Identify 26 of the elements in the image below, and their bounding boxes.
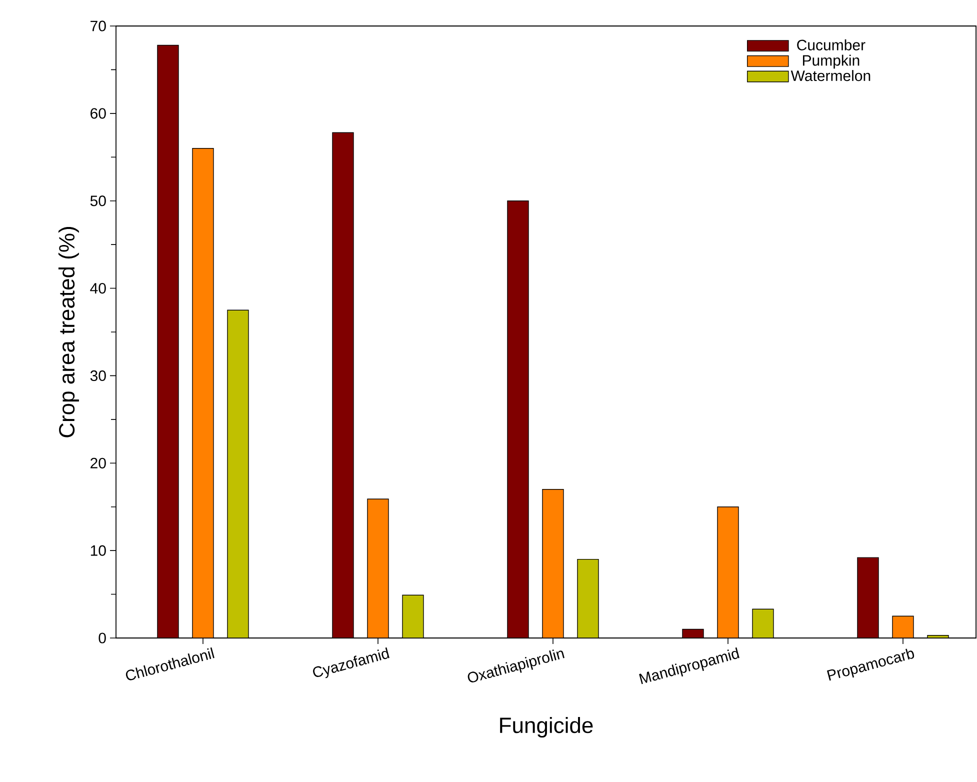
bar — [717, 506, 739, 638]
x-axis-title: Fungicide — [500, 716, 593, 738]
y-axis-title: Crop area treated (%) — [58, 227, 79, 438]
bar — [857, 557, 879, 638]
bar — [227, 310, 249, 638]
y-tick-label: 70 — [90, 20, 106, 32]
bar — [752, 608, 774, 638]
bar — [192, 148, 214, 638]
bar — [542, 489, 564, 638]
y-tick-label: 40 — [90, 282, 106, 294]
bar — [367, 498, 389, 638]
bar — [332, 132, 354, 638]
bar — [402, 594, 424, 638]
y-tick-label: 50 — [90, 196, 106, 206]
y-tick-label: 30 — [90, 370, 106, 382]
bar — [507, 200, 529, 638]
legend-label: Pumpkin — [802, 54, 860, 69]
bar — [157, 44, 179, 638]
legend-label: Watermelon — [790, 70, 870, 82]
y-tick-label: 10 — [90, 545, 106, 556]
y-tick-label: 0 — [98, 632, 106, 644]
bar — [577, 558, 599, 638]
legend-label: Cucumber — [797, 39, 866, 50]
y-tick-label: 20 — [90, 458, 106, 468]
y-tick-label: 60 — [90, 108, 106, 119]
bar — [892, 616, 914, 638]
